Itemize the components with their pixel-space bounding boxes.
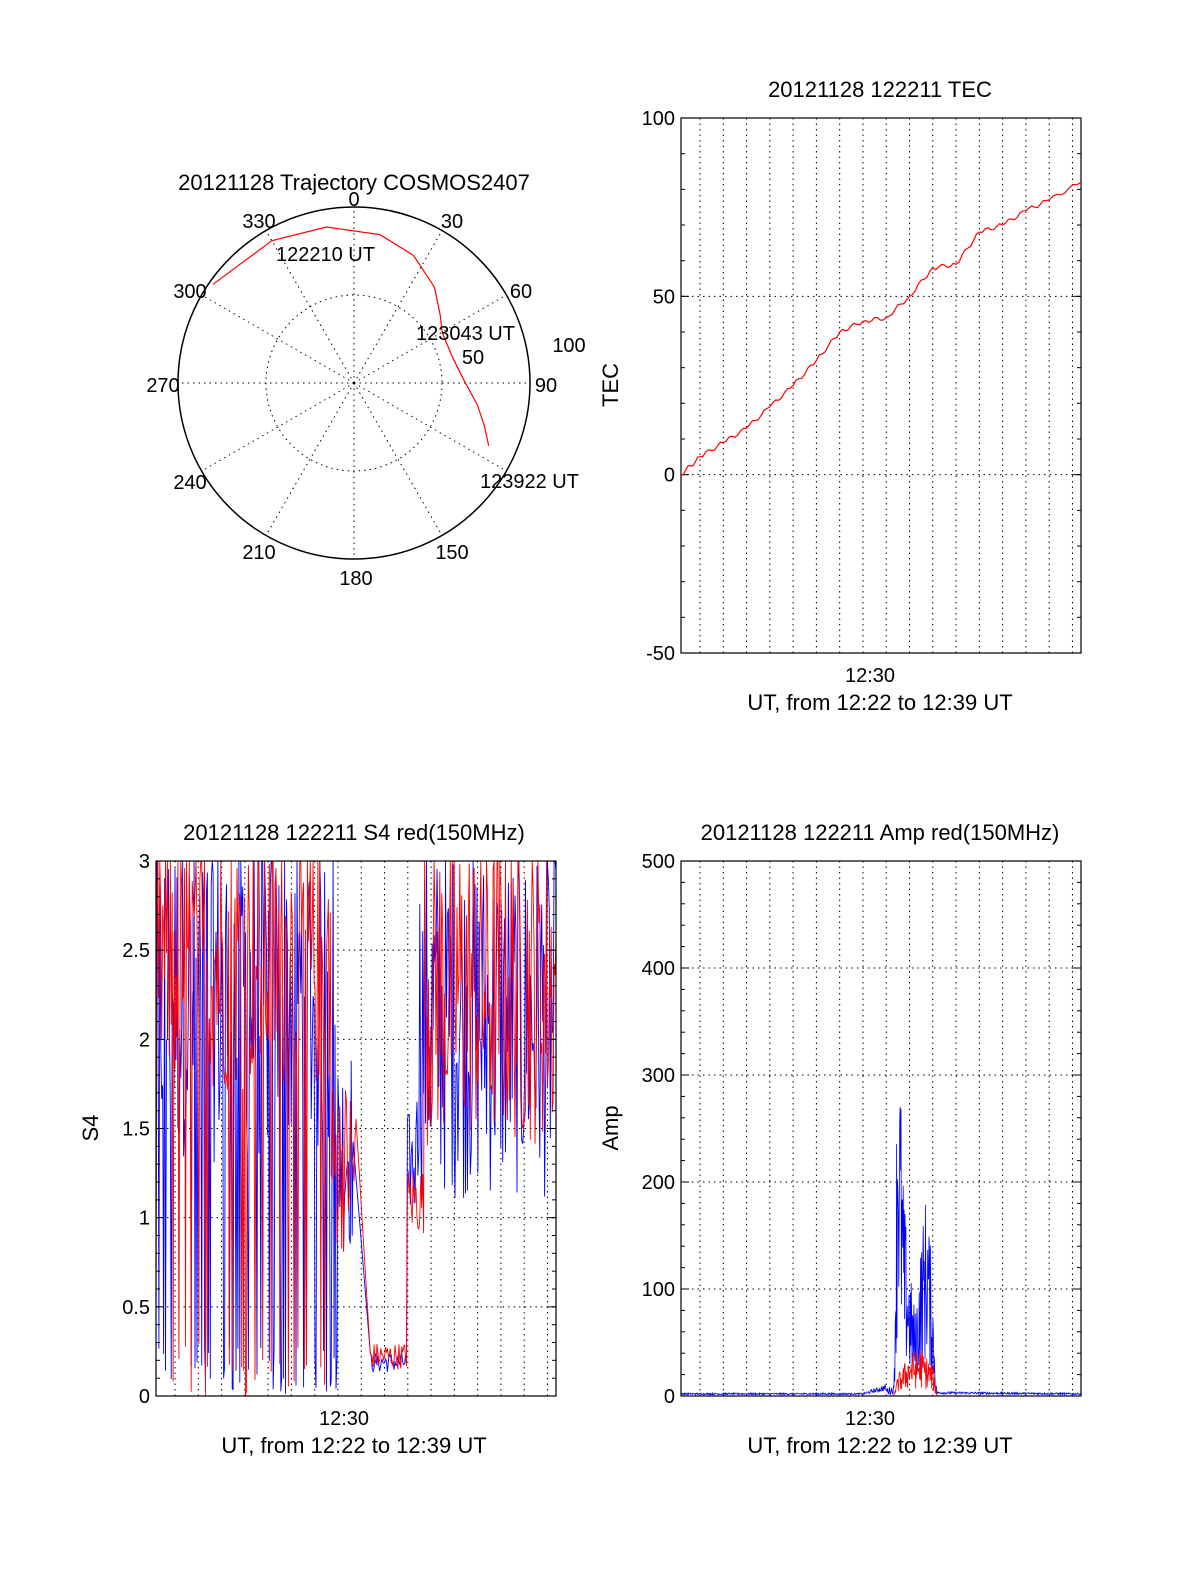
amp-grid bbox=[681, 861, 1081, 1396]
polar-spoke bbox=[353, 382, 443, 536]
amp-ytick-label: 0 bbox=[664, 1386, 675, 1408]
polar-spoke bbox=[265, 230, 355, 384]
amp-ytick-label: 100 bbox=[642, 1279, 675, 1301]
s4-ytick-label: 0 bbox=[139, 1386, 150, 1408]
radial-label-100: 100 bbox=[552, 335, 585, 357]
polar-spoke bbox=[353, 294, 507, 384]
azimuth-label-300: 300 bbox=[173, 281, 206, 303]
s4-x-label: UT, from 12:22 to 12:39 UT bbox=[221, 1433, 486, 1458]
tec-ytick-label: 100 bbox=[642, 108, 675, 130]
amp-y-ticks: 0 100 200 300 400 500 bbox=[642, 851, 1081, 1408]
s4-ytick-label: 1 bbox=[139, 1208, 150, 1230]
tec-title: 20121128 122211 TEC bbox=[768, 77, 992, 102]
polar-spoke bbox=[353, 382, 507, 472]
polar-spoke bbox=[353, 230, 443, 384]
tec-grid bbox=[681, 118, 1081, 653]
azimuth-label-210: 210 bbox=[242, 542, 275, 564]
tec-y-label: TEC bbox=[598, 363, 623, 407]
tec-plot: 20121128 122211 TEC -50 0 50 100 12:30 UT, … bbox=[598, 77, 1082, 715]
azimuth-label-90: 90 bbox=[535, 375, 557, 397]
amp-x-tick-label: 12:30 bbox=[845, 1408, 895, 1430]
polar-spoke bbox=[201, 382, 355, 472]
s4-ytick-label: 1.5 bbox=[122, 1119, 150, 1141]
amp-frame bbox=[680, 860, 1082, 1397]
trajectory-annotation-start: 122210 UT bbox=[276, 244, 375, 266]
amp-ytick-label: 300 bbox=[642, 1065, 675, 1087]
s4-y-ticks: 0 0.5 1 1.5 2 2.5 3 bbox=[122, 851, 556, 1408]
azimuth-label-240: 240 bbox=[173, 472, 206, 494]
tec-ytick-label: 0 bbox=[664, 465, 675, 487]
amp-x-label: UT, from 12:22 to 12:39 UT bbox=[747, 1433, 1012, 1458]
azimuth-label-270: 270 bbox=[146, 375, 179, 397]
amp-plot: 20121128 122211 Amp red(150MHz) 0 100 200 3… bbox=[598, 820, 1082, 1458]
amp-data bbox=[680, 1106, 1082, 1397]
azimuth-label-60: 60 bbox=[510, 281, 532, 303]
tec-x-label: UT, from 12:22 to 12:39 UT bbox=[747, 690, 1012, 715]
tec-frame bbox=[680, 117, 1082, 654]
amp-ytick-label: 400 bbox=[642, 958, 675, 980]
polar-trajectory-line bbox=[212, 226, 490, 446]
s4-ytick-label: 0.5 bbox=[122, 1297, 150, 1319]
tec-x-tick-label: 12:30 bbox=[845, 665, 895, 687]
azimuth-label-30: 30 bbox=[441, 211, 463, 233]
s4-series-line bbox=[155, 860, 557, 1396]
polar-outer-circle bbox=[177, 206, 531, 560]
tec-series-line bbox=[680, 181, 1082, 476]
s4-ytick-label: 2.5 bbox=[122, 940, 150, 962]
s4-y-label: S4 bbox=[78, 1115, 103, 1142]
s4-plot: 20121128 122211 S4 red(150MHz) 0 0.5 1 1.5 2… bbox=[78, 820, 557, 1458]
s4-ytick-label: 2 bbox=[139, 1029, 150, 1051]
s4-title: 20121128 122211 S4 red(150MHz) bbox=[183, 820, 525, 845]
trajectory-annotation-end: 123922 UT bbox=[480, 471, 579, 493]
amp-title: 20121128 122211 Amp red(150MHz) bbox=[701, 820, 1060, 845]
azimuth-label-330: 330 bbox=[242, 211, 275, 233]
s4-data bbox=[155, 860, 557, 1396]
amp-ytick-label: 500 bbox=[642, 851, 675, 873]
polar-title: 20121128 Trajectory COSMOS2407 bbox=[178, 170, 530, 195]
polar-spoke bbox=[201, 294, 355, 384]
polar-spokes bbox=[178, 207, 530, 559]
polar-plot: 20121128 Trajectory COSMOS2407 0 30 60 9… bbox=[146, 170, 585, 590]
azimuth-label-150: 150 bbox=[435, 542, 468, 564]
amp-series-line bbox=[680, 1106, 1082, 1397]
s4-x-tick-label: 12:30 bbox=[319, 1408, 369, 1430]
azimuth-label-180: 180 bbox=[339, 568, 372, 590]
polar-spoke bbox=[265, 382, 355, 536]
tec-y-ticks: -50 0 50 100 bbox=[642, 108, 1081, 665]
s4-ytick-label: 3 bbox=[139, 851, 150, 873]
azimuth-label-0: 0 bbox=[348, 189, 359, 211]
amp-ytick-label: 200 bbox=[642, 1172, 675, 1194]
amp-y-label: Amp bbox=[598, 1105, 623, 1150]
tec-ytick-label: 50 bbox=[653, 286, 675, 308]
trajectory-annotation-mid: 123043 UT bbox=[416, 323, 515, 345]
radial-label-50: 50 bbox=[462, 347, 484, 369]
tec-ytick-label: -50 bbox=[646, 643, 675, 665]
